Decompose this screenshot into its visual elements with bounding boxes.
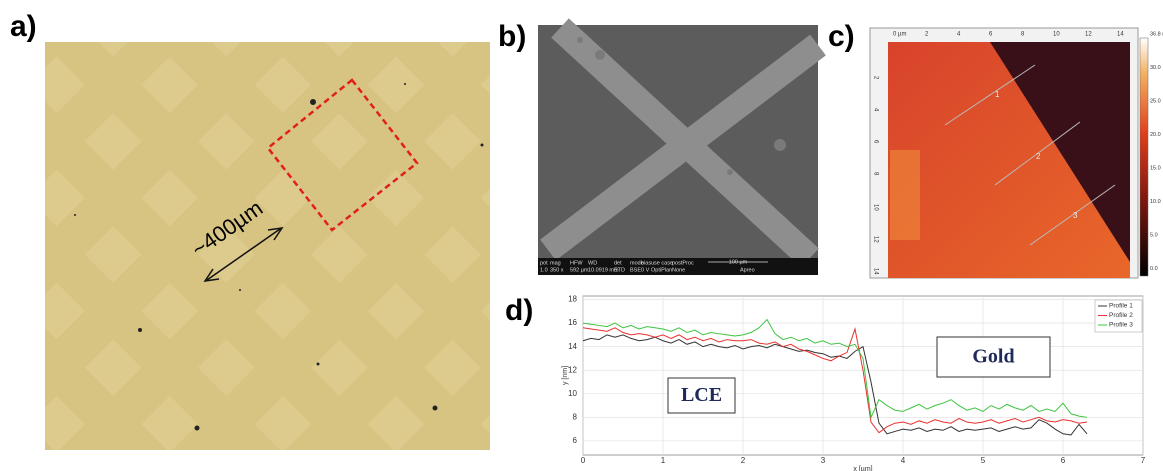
colorbar-label: 30.0 [1150, 65, 1161, 71]
optical-image [45, 42, 490, 450]
x-ruler-label: 6 [989, 32, 993, 38]
series-line [582, 327, 1088, 434]
x-ruler-label: 8 [1021, 32, 1025, 38]
annotation-box [936, 336, 1051, 378]
y-tick-label: 14 [568, 342, 577, 351]
info-value: OptiPlan [651, 267, 672, 273]
info-value: 10.0919 mm [588, 267, 619, 273]
x-ruler-label: 14 [1117, 32, 1124, 38]
x-ruler-label: 12 [1085, 32, 1092, 38]
info-value: BSE [630, 267, 641, 273]
y-ruler-label: 8 [872, 172, 878, 176]
info-header: postProc [672, 260, 694, 266]
y-tick-label: 8 [573, 412, 578, 421]
colorbar-label: 36.8 nm [1150, 31, 1163, 37]
x-ruler-label: 10 [1053, 32, 1060, 38]
scale-arrow [203, 227, 284, 282]
x-tick-label: 0 [581, 456, 586, 465]
y-ruler-label: 4 [872, 108, 878, 112]
info-header: bias [641, 260, 651, 266]
brand: Apreo [740, 267, 755, 273]
region-box [266, 78, 419, 232]
particles [577, 37, 786, 175]
legend-label: Profile 2 [1109, 312, 1133, 319]
panel-label: c) [828, 20, 855, 53]
colorbar-label: 25.0 [1150, 98, 1161, 104]
info-value: 1.0 [540, 267, 548, 273]
y-ruler-label: 12 [872, 236, 878, 243]
info-value: ETD [614, 267, 625, 273]
annotation: Gold [972, 346, 1014, 368]
info-header: HFW [570, 260, 583, 266]
colorbar-label: 15.0 [1150, 165, 1161, 171]
y-tick-label: 6 [573, 436, 578, 445]
profile-number: 2 [1036, 152, 1041, 161]
series-line [582, 318, 1088, 420]
colorbar-label: 5.0 [1150, 232, 1158, 238]
annotation: LCE [681, 384, 722, 406]
colorbar-label: 10.0 [1150, 199, 1161, 205]
debris [74, 83, 484, 431]
colorbar-label: 20.0 [1150, 132, 1161, 138]
x-axis-label: x [µm] [853, 466, 872, 471]
x-tick-label: 6 [1061, 456, 1066, 465]
profile-lines [944, 64, 1116, 246]
y-ruler-label: 10 [872, 204, 878, 211]
y-tick-label: 10 [568, 389, 577, 398]
cross-electrodes [540, 18, 826, 268]
x-tick-label: 5 [981, 456, 986, 465]
profile-number: 3 [1073, 211, 1078, 220]
colorbar [1139, 37, 1149, 277]
y-ruler-label: 6 [872, 140, 878, 144]
info-header: mode [630, 260, 644, 266]
info-header: WD [588, 260, 597, 266]
info-value: 0 V [641, 267, 650, 273]
bright-patch [890, 150, 920, 240]
info-header: mag [550, 260, 561, 266]
x-ruler-label: 4 [957, 32, 961, 38]
panel-label: a) [10, 10, 37, 43]
x-tick-label: 1 [661, 456, 666, 465]
info-value: 592 µm [570, 267, 589, 273]
info-header: pot [540, 260, 548, 266]
y-tick-label: 16 [568, 318, 577, 327]
x-tick-label: 3 [821, 456, 826, 465]
info-header: use case [651, 260, 673, 266]
annotation-box [667, 377, 736, 414]
x-ruler-label: 2 [925, 32, 929, 38]
panel-label: b) [498, 20, 526, 53]
y-tick-label: 18 [568, 295, 577, 304]
panel-label: d) [505, 294, 533, 327]
series-line [582, 334, 1088, 436]
scale-bar-label: 100 µm [729, 259, 748, 265]
info-header: det [614, 260, 622, 266]
info-value: 350 x [550, 267, 564, 273]
x-tick-label: 4 [901, 456, 906, 465]
y-ruler-label: 14 [872, 268, 878, 275]
lce-region [888, 42, 1130, 278]
y-tick-label: 12 [568, 365, 577, 374]
x-ruler-label: 0 µm [893, 32, 906, 38]
colorbar-label: 0.0 [1150, 266, 1158, 272]
legend-label: Profile 3 [1109, 322, 1133, 329]
profile-number: 1 [995, 90, 1000, 99]
x-tick-label: 2 [741, 456, 746, 465]
info-value: None [672, 267, 685, 273]
y-axis-label: y [nm] [562, 366, 569, 385]
x-tick-label: 7 [1141, 456, 1146, 465]
y-ruler-label: 2 [872, 76, 878, 80]
legend-label: Profile 1 [1109, 303, 1133, 310]
